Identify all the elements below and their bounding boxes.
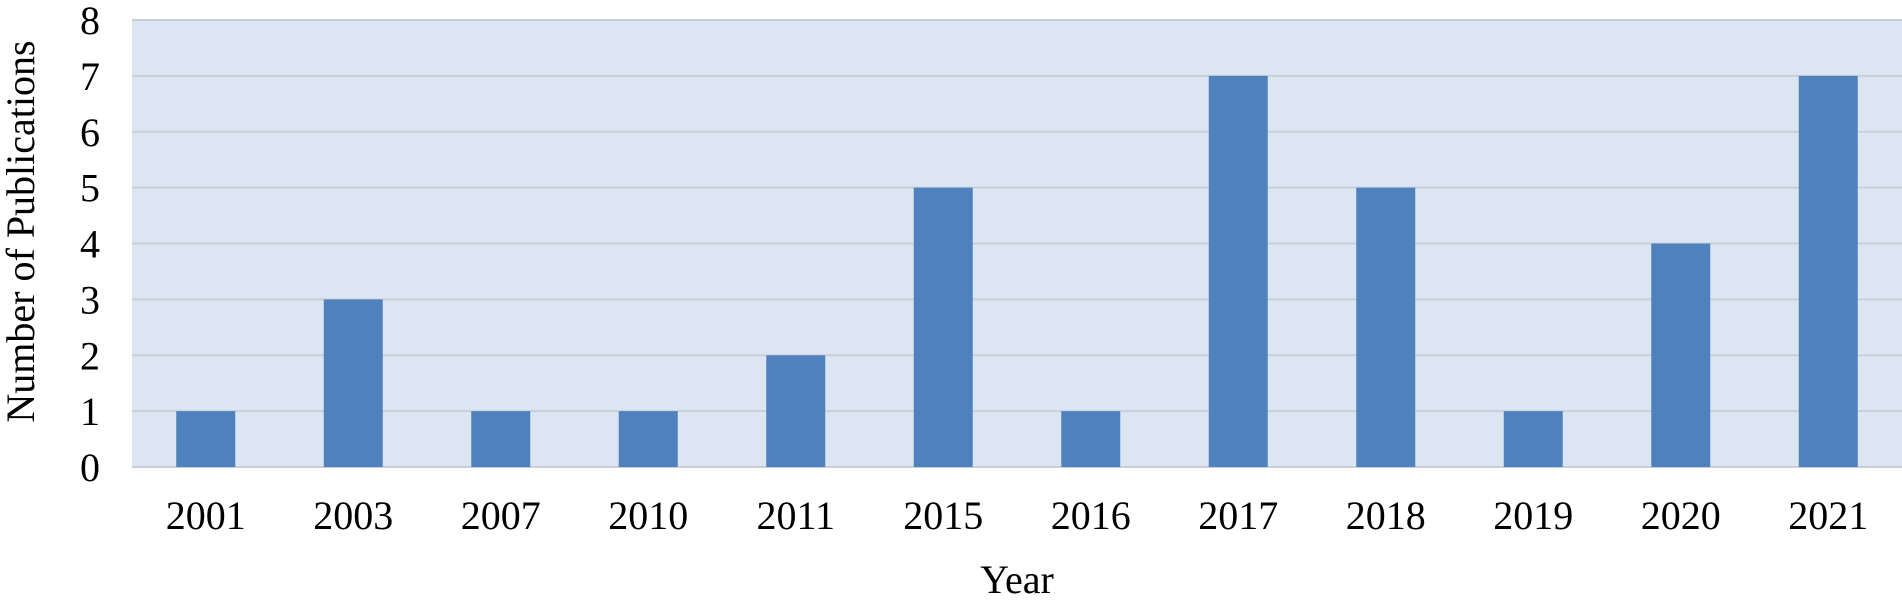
x-tick-label: 2018 [1346, 493, 1426, 538]
y-tick-label: 1 [80, 389, 100, 434]
x-axis-tick-labels: 2001 2003 2007 2010 2011 2015 2016 2017 2018 2019… [166, 493, 1869, 538]
y-tick-label: 7 [80, 54, 100, 99]
y-tick-label: 3 [80, 277, 100, 322]
bar-2017 [1208, 75, 1268, 467]
bar-2007 [471, 411, 531, 467]
y-tick-label: 2 [80, 333, 100, 378]
y-axis-tick-labels: 0 1 2 3 4 5 6 7 8 [80, 0, 100, 490]
x-tick-label: 2001 [166, 493, 246, 538]
bar-2003 [323, 299, 383, 467]
y-tick-label: 8 [80, 0, 100, 43]
x-tick-label: 2019 [1493, 493, 1573, 538]
bar-2019 [1503, 411, 1563, 467]
y-tick-label: 4 [80, 222, 100, 267]
bar-2018 [1356, 187, 1416, 467]
x-tick-label: 2010 [608, 493, 688, 538]
gridlines [132, 19, 1902, 468]
bar-2010 [618, 411, 678, 467]
x-tick-label: 2007 [461, 493, 541, 538]
x-tick-label: 2003 [313, 493, 393, 538]
bar-2015 [913, 187, 973, 467]
x-tick-label: 2016 [1051, 493, 1131, 538]
bar-2021 [1798, 75, 1858, 467]
bars [176, 75, 1858, 467]
y-tick-label: 6 [80, 110, 100, 155]
x-tick-label: 2020 [1641, 493, 1721, 538]
x-tick-label: 2015 [903, 493, 983, 538]
x-tick-label: 2017 [1198, 493, 1278, 538]
bar-2001 [176, 411, 236, 467]
bar-2020 [1651, 243, 1711, 467]
x-tick-label: 2011 [756, 493, 835, 538]
x-tick-label: 2021 [1788, 493, 1868, 538]
y-tick-label: 5 [80, 166, 100, 211]
y-tick-label: 0 [80, 445, 100, 490]
x-axis-title: Year [980, 557, 1054, 602]
y-axis-title: Number of Publications [0, 40, 43, 422]
bar-2016 [1061, 411, 1121, 467]
bar-2011 [766, 355, 826, 467]
